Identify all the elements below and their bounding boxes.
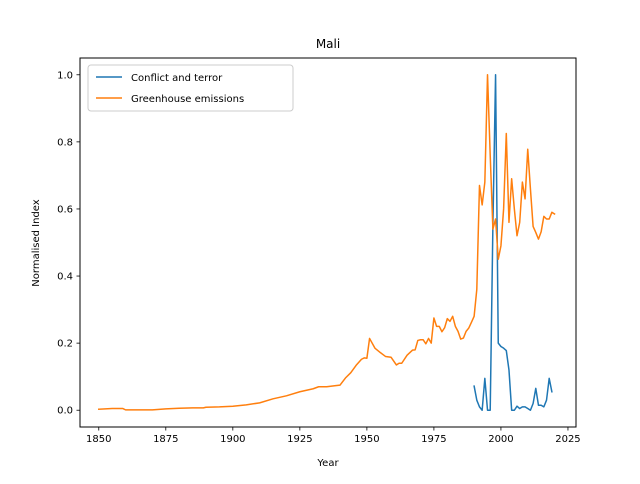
series-line-conflict-and-terror — [473, 74, 553, 411]
plot-content — [97, 74, 556, 411]
y-tick-label: 0.0 — [57, 406, 73, 417]
x-tick-label: 1875 — [153, 434, 178, 445]
x-tick-label: 2000 — [488, 434, 513, 445]
x-tick-label: 1950 — [354, 434, 379, 445]
x-tick-label: 2025 — [555, 434, 580, 445]
y-tick-label: 0.6 — [57, 204, 73, 215]
y-tick-label: 0.8 — [57, 137, 73, 148]
legend-box — [87, 64, 294, 112]
y-tick-label: 0.2 — [57, 339, 73, 350]
plot-area-frame — [79, 57, 577, 428]
series-line-greenhouse-emissions — [97, 74, 556, 411]
x-tick-label: 1900 — [220, 434, 245, 445]
legend: Conflict and terror Greenhouse emissions — [87, 64, 294, 112]
y-axis-label: Normalised Index — [31, 199, 42, 286]
y-axis: 0.0 0.2 0.4 0.6 0.8 1.0 — [57, 70, 80, 417]
x-axis: 1850 1875 1900 1925 1950 1975 2000 2025 — [86, 427, 581, 445]
y-tick-label: 0.4 — [57, 272, 73, 283]
legend-label-conflict-and-terror: Conflict and terror — [131, 73, 223, 84]
y-tick-label: 1.0 — [57, 70, 73, 81]
x-axis-label: Year — [316, 458, 339, 469]
x-tick-label: 1925 — [287, 434, 312, 445]
legend-label-greenhouse-emissions: Greenhouse emissions — [131, 94, 244, 105]
x-tick-label: 1975 — [421, 434, 446, 445]
chart-title: Mali — [316, 37, 340, 51]
x-tick-label: 1850 — [86, 434, 111, 445]
